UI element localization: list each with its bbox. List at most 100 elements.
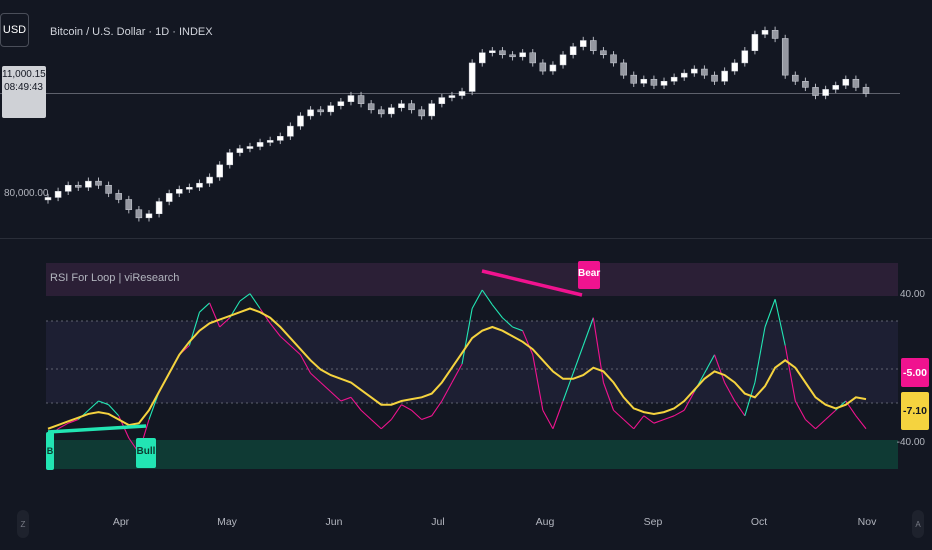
indicator-title[interactable]: RSI For Loop | viResearch [50, 272, 180, 284]
candle-body [478, 52, 486, 64]
rsi-segment [764, 299, 776, 328]
rsi-segment [633, 415, 645, 430]
price-candlestick-chart [0, 26, 900, 222]
candle-body [378, 109, 385, 115]
candle-body [489, 50, 496, 53]
price-axis-label: 80,000.00 [4, 188, 49, 199]
rsi-segment [724, 382, 736, 402]
candle-body [287, 125, 294, 137]
rsi-segment [663, 415, 675, 421]
candle-body [650, 78, 658, 86]
candle-body [367, 103, 375, 111]
rsi-segment [744, 382, 756, 416]
rsi-segment [360, 409, 372, 420]
bull-divergence-line [47, 424, 147, 434]
candle-body [337, 101, 345, 106]
month-label-apr: Apr [112, 516, 130, 528]
candle-body [125, 199, 133, 210]
candle-body [499, 50, 506, 56]
rsi-segment [805, 419, 816, 430]
rsi-segment [98, 400, 109, 406]
candle-body [418, 109, 425, 117]
rsi-segment [572, 345, 584, 374]
rsi-moving-average-line [47, 307, 867, 430]
bear-signal-badge: Bear [578, 261, 600, 289]
candle-body [640, 78, 648, 84]
candle-body [75, 184, 82, 188]
month-label-aug: Aug [535, 516, 555, 528]
candle-body [388, 107, 395, 115]
rsi-segment [552, 400, 564, 429]
zoom-icon[interactable]: Z [17, 510, 29, 538]
rsi-segment [340, 396, 352, 402]
rsi-segment [481, 289, 493, 306]
currency-button[interactable]: USD [0, 13, 29, 47]
candle-body [176, 189, 183, 194]
rsi-segment [471, 289, 483, 309]
candle-body [297, 115, 304, 127]
rsi-axis-upper: 40.00 [899, 289, 925, 300]
candle-body [579, 40, 587, 47]
candle-body [145, 213, 153, 219]
rsi-segment [683, 391, 695, 411]
bull-signal-badge: Bull [136, 438, 156, 468]
candle-body [842, 78, 850, 86]
rsi-segment [199, 302, 210, 313]
candle-body [711, 74, 718, 82]
rsi-segment [623, 419, 635, 430]
month-label-jun: Jun [325, 516, 343, 528]
candle-body [549, 64, 557, 72]
rsi-segment [289, 345, 301, 356]
candle-body [256, 142, 264, 147]
candle-body [307, 109, 314, 117]
rsi-segment [815, 419, 826, 430]
candle-body [196, 182, 203, 188]
current-rsi-tag: -5.00 [901, 358, 929, 387]
candle-body [862, 87, 870, 94]
candle-body [610, 54, 617, 64]
candle-body [347, 95, 355, 102]
rsi-segment [582, 317, 594, 346]
candle-body [559, 54, 567, 66]
rsi-segment [299, 354, 312, 374]
candle-body [600, 50, 607, 56]
candle-body [85, 180, 92, 188]
rsi-segment [411, 409, 423, 420]
rsi-segment [310, 372, 322, 383]
candle-body [660, 81, 668, 86]
rsi-segment [532, 354, 544, 411]
rsi-segment [542, 409, 554, 430]
candle-body [832, 85, 839, 90]
candle-body [630, 74, 637, 84]
rsi-segment [734, 400, 746, 417]
candle-body [226, 152, 234, 166]
candle-body [731, 62, 738, 72]
candle-body [691, 68, 698, 74]
candle-body [569, 46, 577, 56]
candle-body [519, 52, 526, 58]
rsi-segment [784, 345, 796, 402]
candle-body [428, 103, 436, 117]
candle-body [792, 74, 799, 82]
candle-body [277, 136, 284, 141]
candle-body [448, 95, 456, 98]
rsi-segment [461, 308, 473, 365]
candle-body [721, 70, 728, 82]
upper-zone [46, 263, 898, 296]
rsi-loop-chart [46, 263, 898, 469]
auto-scale-icon[interactable]: A [912, 510, 924, 538]
pane-divider[interactable] [0, 238, 932, 239]
candle-body [135, 209, 143, 219]
rsi-segment [390, 404, 402, 420]
rsi-segment [673, 409, 685, 417]
rsi-segment [825, 409, 837, 420]
rsi-axis-lower: -40.00 [896, 437, 925, 448]
rsi-segment [441, 382, 453, 402]
candle-body [408, 103, 415, 111]
bull-signal-badge-left: B [46, 432, 54, 470]
rsi-segment [653, 418, 665, 424]
candle-body [246, 146, 254, 149]
candle-body [105, 184, 112, 194]
rsi-segment [57, 422, 69, 430]
rsi-segment [754, 326, 766, 383]
